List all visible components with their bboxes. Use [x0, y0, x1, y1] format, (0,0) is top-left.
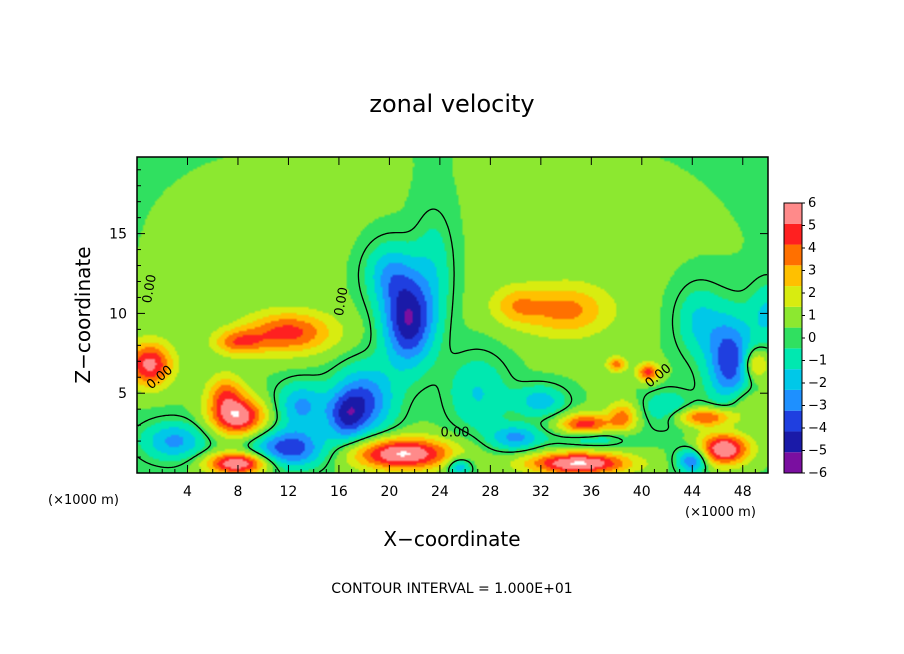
- y-tick-label: 15: [109, 227, 127, 243]
- x-tick-label: 4: [183, 484, 192, 500]
- colorbar-tick-label: −6: [808, 466, 827, 481]
- contour-interval-label: CONTOUR INTERVAL = 1.000E+01: [331, 581, 572, 597]
- colorbar-swatch: [784, 265, 802, 287]
- colorbar-swatch: [784, 286, 802, 307]
- colorbar-swatch: [784, 431, 802, 453]
- colorbar-tick-label: 6: [808, 196, 816, 211]
- y-tick-label: 5: [118, 386, 127, 402]
- x-tick-label: 20: [380, 484, 398, 500]
- x-tick-label: 28: [481, 484, 499, 500]
- x-tick-label: 48: [734, 484, 752, 500]
- colorbar-tick-label: 5: [808, 219, 816, 234]
- colorbar-tick-label: 4: [808, 241, 816, 256]
- zero-contour-line: [137, 208, 768, 473]
- x-tick-label: 8: [233, 484, 242, 500]
- x-tick-label: 40: [633, 484, 651, 500]
- colorbar-tick-label: −5: [808, 444, 827, 459]
- colorbar-swatch: [784, 203, 802, 224]
- colorbar-tick-label: −3: [808, 399, 827, 414]
- y-tick-label: 10: [109, 306, 127, 322]
- colorbar-swatch: [784, 223, 802, 245]
- contour-label: 0.00: [332, 286, 352, 317]
- colorbar-tick-label: 2: [808, 286, 816, 301]
- colorbar-swatch: [784, 389, 802, 411]
- x-multiplier-right: (×1000 m): [685, 505, 756, 520]
- colorbar-tick-label: 1: [808, 309, 816, 324]
- contour-label: 0.00: [140, 273, 160, 304]
- colorbar-swatch: [784, 327, 802, 349]
- x-tick-label: 24: [431, 484, 449, 500]
- colorbar-tick-label: 0: [808, 331, 816, 346]
- colorbar-tick-label: 3: [808, 264, 816, 279]
- colorbar-swatch: [784, 410, 802, 432]
- y-axis-ticks: 5 10 15: [109, 169, 768, 458]
- velocity-field-image: [137, 157, 768, 473]
- colorbar-swatch: [784, 306, 802, 328]
- colorbar-tick-label: −1: [808, 354, 827, 369]
- zero-contours: [137, 208, 768, 473]
- x-axis-ticks: 4 8 12 16 20 24 28 32 36 40 44 48: [149, 157, 756, 500]
- x-multiplier-left: (×1000 m): [48, 493, 119, 508]
- colorbar-swatch: [784, 452, 802, 473]
- colorbar-swatch: [784, 348, 802, 370]
- y-axis-label: Z−coordinate: [71, 246, 95, 383]
- x-tick-label: 16: [330, 484, 348, 500]
- x-tick-label: 44: [683, 484, 701, 500]
- x-tick-label: 36: [582, 484, 600, 500]
- contour-label: 0.00: [441, 425, 470, 440]
- colorbar-swatch: [784, 244, 802, 266]
- colorbar-swatch: [784, 369, 802, 390]
- chart-title: zonal velocity: [369, 90, 534, 118]
- x-tick-label: 32: [532, 484, 550, 500]
- colorbar-tick-label: −2: [808, 376, 827, 391]
- colorbar-tick-label: −4: [808, 421, 827, 436]
- x-axis-label: X−coordinate: [383, 527, 520, 551]
- x-tick-label: 12: [280, 484, 298, 500]
- colorbar: 6 5 4 3 2 1 0 −1 −2 −3 −4 −5 −6: [783, 196, 827, 481]
- plot-area: 0.00 0.000.000.000.00: [137, 157, 768, 473]
